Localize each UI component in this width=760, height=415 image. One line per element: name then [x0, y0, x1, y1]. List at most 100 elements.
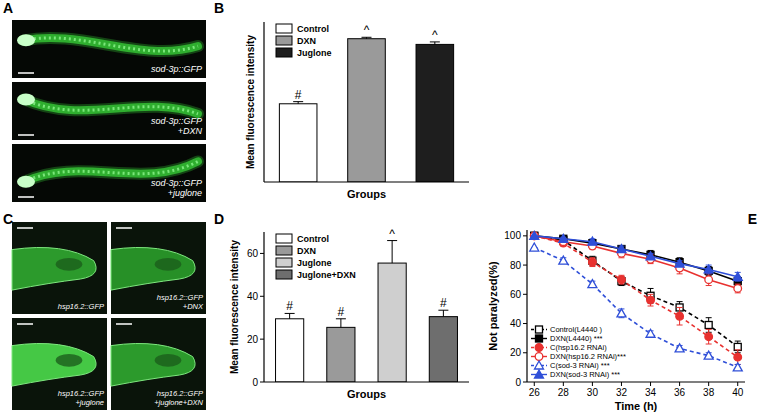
annotation: ^ — [364, 23, 370, 37]
marker — [705, 322, 712, 329]
legend-swatch — [276, 234, 292, 243]
error-cap — [677, 273, 683, 274]
y-tick — [523, 352, 527, 353]
y-tick-label: 80 — [510, 260, 522, 271]
micrograph-background — [12, 82, 206, 140]
error-bar — [438, 310, 448, 316]
legend-label: DXN(hsp16.2 RNAi)*** — [550, 352, 626, 361]
x-tick — [563, 382, 564, 386]
bar — [327, 327, 355, 382]
worm-head — [17, 176, 35, 188]
legend-label: DXN — [297, 246, 316, 256]
legend-marker — [536, 326, 543, 333]
y-tick-label: 100 — [504, 230, 521, 241]
legend-swatch — [276, 270, 292, 279]
scale-bar — [116, 323, 132, 325]
scale-bar — [17, 227, 33, 229]
error-bar — [293, 102, 303, 104]
y-axis-label: Not paralyzed(%) — [487, 261, 499, 351]
marker — [559, 256, 568, 264]
scale-bar — [18, 72, 34, 74]
bars — [276, 241, 458, 382]
worm-body — [24, 99, 198, 114]
y-axis — [263, 232, 264, 382]
x-tick — [650, 382, 651, 386]
error-cap — [735, 349, 741, 350]
error-bar — [618, 277, 624, 286]
error-cap — [677, 307, 683, 308]
marker — [676, 312, 684, 320]
micrograph-label: +juglone — [168, 188, 202, 198]
marker — [734, 285, 742, 293]
series-line — [534, 236, 737, 347]
y-tick-label: 60 — [510, 289, 522, 300]
micrograph-label: hsp16.2::GFP — [58, 389, 104, 398]
micrograph-label: +DNX — [183, 302, 204, 311]
legend-label: C(hsp16.2 RNAi) — [550, 343, 607, 352]
worm-head — [111, 247, 195, 290]
panel-letter: B — [214, 0, 224, 16]
micrograph: sod-3p::GFP — [12, 20, 206, 78]
error-bar — [648, 288, 654, 303]
series — [530, 232, 741, 293]
error-bar — [387, 241, 397, 264]
marker — [531, 232, 538, 239]
legend-label: Control — [297, 234, 329, 244]
line-chart: 0204060801002628303234363840Time (h)Not … — [487, 230, 745, 412]
micrograph-background — [12, 222, 107, 314]
panel-letter: A — [3, 0, 13, 16]
marker — [675, 259, 684, 267]
panel-letter: D — [214, 211, 224, 227]
legend-label: DXN — [297, 36, 316, 46]
worm-granules — [24, 99, 198, 114]
marker — [589, 258, 597, 266]
series — [531, 232, 741, 285]
marker — [588, 237, 597, 245]
series — [531, 232, 741, 352]
bar — [416, 44, 454, 182]
legend-swatch — [276, 246, 292, 255]
bar-chart: #^^GroupsMean fluorescence intensityCont… — [245, 22, 469, 200]
micrograph-label: +DXN — [178, 126, 203, 136]
marker — [618, 276, 626, 284]
marker — [704, 265, 713, 273]
error-bar — [706, 329, 712, 344]
error-stem — [289, 313, 290, 318]
annotation: # — [286, 299, 293, 313]
marker — [618, 246, 625, 253]
x-tick-label: 40 — [732, 387, 744, 398]
micrograph: sod-3p::GFP+DXN — [12, 82, 206, 140]
legend-label: Control — [297, 24, 329, 34]
panel-letter: C — [3, 211, 13, 227]
scale-bar — [17, 323, 33, 325]
scale-bar — [116, 227, 132, 229]
error-bar — [706, 274, 712, 286]
marker — [617, 309, 626, 317]
error-bar — [336, 319, 346, 328]
micrograph-label: hsp16.2::GFP — [58, 302, 104, 311]
series-line — [534, 248, 737, 368]
micrograph-background — [12, 144, 206, 202]
x-tick — [592, 382, 593, 386]
y-tick-label: 60 — [247, 248, 259, 259]
error-stem — [340, 319, 341, 328]
annotation: ^ — [389, 227, 395, 241]
legend-swatch — [276, 48, 292, 57]
marker — [646, 252, 655, 260]
y-tick-label: 20 — [247, 334, 259, 345]
y-tick — [523, 265, 527, 266]
series-line — [534, 236, 737, 289]
micrograph: hsp16.2::GFP — [12, 222, 107, 314]
micrograph-background — [12, 20, 206, 78]
x-axis — [264, 181, 469, 182]
error-cap — [706, 344, 712, 345]
marker — [733, 363, 742, 371]
panel-letter: E — [748, 211, 757, 227]
x-tick-label: 32 — [616, 387, 628, 398]
marker — [705, 276, 713, 284]
error-cap — [677, 301, 683, 302]
micrograph-label: sod-3p::GFP — [151, 178, 202, 188]
x-axis — [264, 381, 469, 382]
x-axis-label: Groups — [347, 188, 386, 200]
y-tick — [523, 323, 527, 324]
